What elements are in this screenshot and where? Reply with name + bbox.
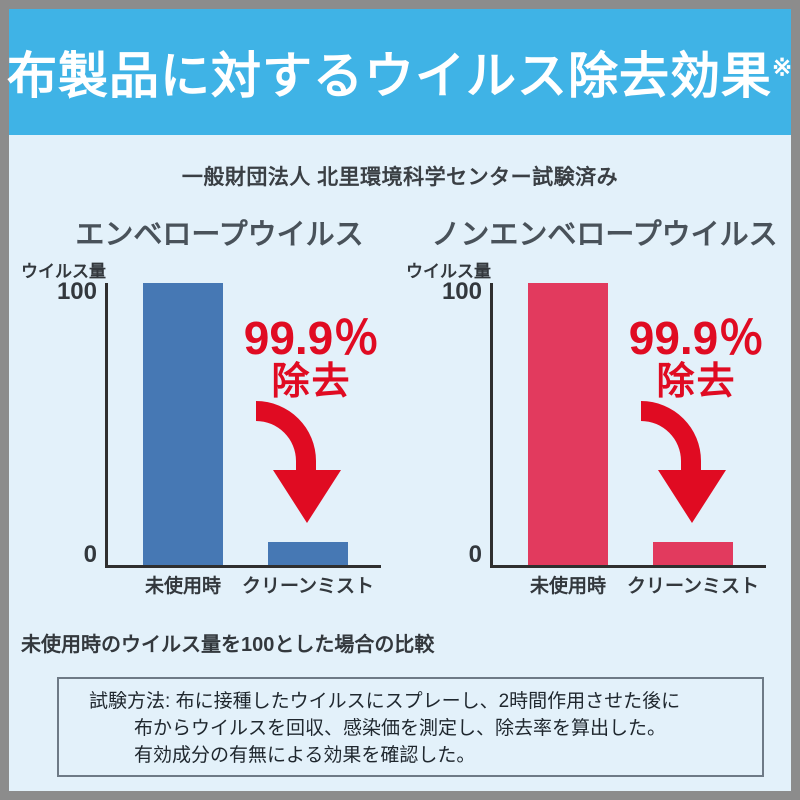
removal-rate-text: 99.9％ xyxy=(628,312,765,364)
removal-rate-text: 99.9％ xyxy=(243,312,380,364)
curved-down-arrow-icon xyxy=(641,401,726,523)
removal-annotation: 99.9％ 除去 xyxy=(619,315,774,401)
y-max-tick-label: 100 xyxy=(56,278,97,305)
y-min-tick-label: 0 xyxy=(83,541,97,568)
chart-non-envelope-virus: ノンエンベロープウイルス ウイルス量 100 0 未使用時 クリーンミスト 99… xyxy=(394,205,779,615)
removal-annotation: 99.9％ 除去 xyxy=(234,315,389,401)
plot-area xyxy=(493,283,764,565)
page-title-text: 布製品に対するウイルス除去効果 xyxy=(6,48,772,104)
x-tick-label-before-use: 未使用時 xyxy=(144,576,221,597)
y-axis-line xyxy=(490,283,493,568)
method-line-2: 布からウイルスを回収、感染価を測定し、除去率を算出した。 xyxy=(134,718,667,739)
chart-title: エンベロープウイルス xyxy=(75,219,364,251)
plot-area xyxy=(108,283,379,565)
x-axis-line xyxy=(490,565,766,568)
bar-clean-mist xyxy=(653,542,733,565)
y-max-tick-label: 100 xyxy=(441,278,482,305)
bar-clean-mist xyxy=(268,542,348,565)
bar-before-use xyxy=(143,283,223,565)
method-line-3: 有効成分の有無による効果を確認した。 xyxy=(134,745,476,766)
chart-envelope-virus: エンベロープウイルス ウイルス量 100 0 未使用時 クリーンミスト 99.9… xyxy=(9,205,394,615)
x-axis-line xyxy=(105,565,381,568)
y-axis-label: ウイルス量 xyxy=(21,262,106,281)
method-line-1-text: 布に接種したウイルスにスプレーし、2時間作用させた後に xyxy=(175,691,681,712)
method-label: 試験方法: xyxy=(89,691,171,712)
y-min-tick-label: 0 xyxy=(468,541,482,568)
removal-label-text: 除去 xyxy=(656,361,737,403)
test-method-box: 試験方法: 布に接種したウイルスにスプレーし、2時間作用させた後に 布からウイル… xyxy=(57,677,764,777)
y-axis-label: ウイルス量 xyxy=(406,262,491,281)
removal-label-text: 除去 xyxy=(271,361,352,403)
test-method-text: 試験方法: 布に接種したウイルスにスプレーし、2時間作用させた後に 布からウイル… xyxy=(89,688,680,769)
page-title: 布製品に対するウイルス除去効果※ xyxy=(7,36,793,108)
header-banner: 布製品に対するウイルス除去効果※ xyxy=(7,9,793,135)
bar-before-use xyxy=(528,283,608,565)
x-tick-label-before-use: 未使用時 xyxy=(529,576,606,597)
x-tick-label-clean-mist: クリーンミスト xyxy=(241,576,375,597)
chart-title: ノンエンベロープウイルス xyxy=(431,219,778,251)
reference-mark: ※ xyxy=(771,54,794,82)
comparison-baseline-note: 未使用時のウイルス量を100とした場合の比較 xyxy=(21,634,435,656)
curved-down-arrow-icon xyxy=(256,401,341,523)
content-area: 布製品に対するウイルス除去効果※ 一般財団法人 北里環境科学センター試験済み エ… xyxy=(7,9,793,791)
x-tick-label-clean-mist: クリーンミスト xyxy=(626,576,760,597)
y-axis-line xyxy=(105,283,108,568)
method-line-1: 試験方法: 布に接種したウイルスにスプレーし、2時間作用させた後に xyxy=(89,688,680,715)
test-certification-subtitle: 一般財団法人 北里環境科学センター試験済み xyxy=(181,166,619,189)
